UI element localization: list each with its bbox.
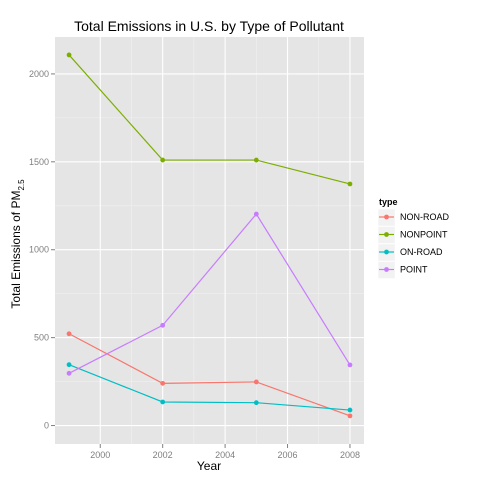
data-point-non-road [347, 413, 353, 419]
data-point-point [347, 362, 353, 368]
legend-key-point-point [384, 267, 389, 272]
data-point-nonpoint [66, 52, 72, 58]
series-lines [68, 54, 351, 417]
y-tick-label: 1000 [29, 245, 49, 255]
legend-label-non-road: NON-ROAD [400, 212, 449, 222]
legend: type NON-ROAD NONPOINT ON-ROAD POINT [373, 194, 453, 284]
data-point-non-road [160, 380, 166, 386]
plot-panel [55, 37, 364, 444]
y-tick-label: 2000 [29, 69, 49, 79]
data-point-point [160, 322, 166, 328]
y-axis-title: Total Emissions of PM2.5 [9, 179, 26, 309]
series-line-point [68, 213, 351, 374]
data-point-nonpoint [253, 157, 259, 163]
series-points [66, 52, 353, 419]
x-tick-label: 2002 [153, 450, 173, 460]
y-axis-ticks: 0 500 1000 1500 2000 [29, 69, 55, 431]
data-point-point [66, 370, 72, 376]
x-tick-label: 2004 [215, 450, 235, 460]
data-point-nonpoint [347, 181, 353, 187]
series-line-on-road [68, 364, 350, 411]
x-tick-label: 2008 [340, 450, 360, 460]
series-line-non-road [68, 333, 351, 417]
data-point-on-road [66, 362, 72, 368]
y-axis-title-main: Total Emissions of PM [9, 191, 23, 309]
data-point-on-road [347, 407, 353, 413]
data-point-on-road [160, 399, 166, 405]
grid-minor [55, 37, 364, 444]
data-point-nonpoint [160, 157, 166, 163]
legend-label-point: POINT [400, 265, 428, 275]
y-tick-label: 1500 [29, 157, 49, 167]
data-point-non-road [253, 379, 259, 385]
y-tick-label: 500 [34, 333, 49, 343]
x-tick-label: 2000 [90, 450, 110, 460]
x-axis-ticks: 2000 2002 2004 2006 2008 [90, 444, 360, 460]
grid-major [55, 37, 364, 444]
legend-key-point-non-road [384, 214, 389, 220]
y-tick-label: 0 [44, 421, 49, 431]
x-tick-label: 2006 [278, 450, 298, 460]
y-axis-title-subscript: 2.5 [17, 179, 26, 191]
series-line-nonpoint [68, 54, 351, 185]
legend-label-nonpoint: NONPOINT [400, 230, 448, 240]
data-point-point [253, 211, 259, 217]
chart-title: Total Emissions in U.S. by Type of Pollu… [74, 18, 344, 34]
legend-title: type [379, 197, 398, 207]
data-point-on-road [253, 400, 259, 406]
legend-key-point-on-road [384, 249, 389, 255]
data-point-non-road [66, 331, 72, 337]
x-axis-title: Year [197, 459, 221, 473]
legend-label-on-road: ON-ROAD [400, 247, 443, 257]
legend-key-point-nonpoint [384, 232, 389, 237]
